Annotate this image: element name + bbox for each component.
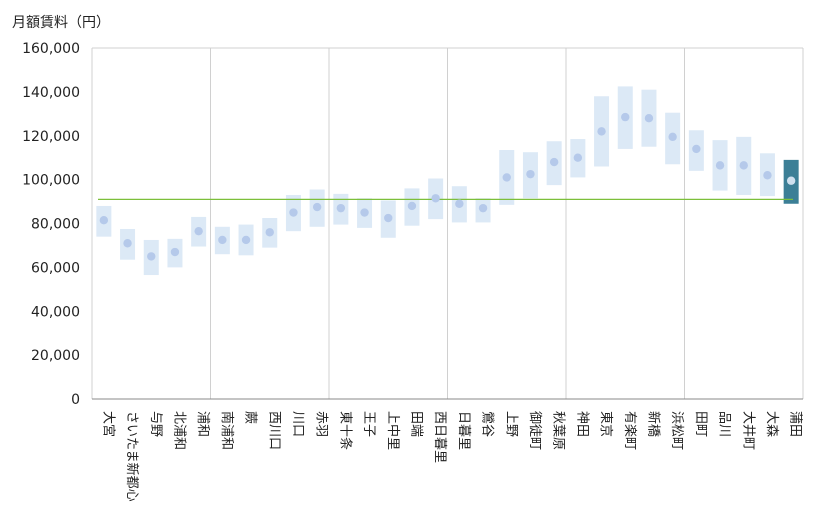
y-tick-label: 60,000	[31, 260, 80, 276]
x-category-label: 有楽町	[622, 411, 638, 450]
median-point	[597, 127, 606, 136]
median-point	[668, 132, 677, 142]
x-category-label: 上中里	[385, 411, 400, 450]
median-point	[265, 228, 274, 237]
median-point	[312, 202, 322, 212]
x-category-label: 蕨	[243, 411, 258, 424]
median-point	[621, 112, 630, 122]
median-point	[573, 153, 583, 162]
x-category-label: 大森	[764, 411, 779, 437]
x-category-label: 秋葉原	[551, 411, 566, 450]
median-point	[99, 216, 109, 225]
y-tick-label: 20,000	[31, 348, 80, 364]
y-tick-label: 100,000	[22, 173, 80, 189]
median-point	[502, 173, 511, 182]
x-category-label: 浜松町	[669, 411, 684, 450]
median-point	[147, 252, 156, 261]
median-point	[455, 199, 464, 208]
median-point	[336, 203, 346, 213]
x-category-label: 浦和	[195, 411, 210, 437]
median-point	[123, 239, 132, 248]
y-tick-label: 140,000	[22, 85, 80, 101]
x-category-label: 王子	[361, 411, 376, 437]
y-tick-label: 80,000	[31, 217, 80, 233]
x-category-label: 北浦和	[171, 411, 186, 450]
median-point	[431, 194, 440, 203]
x-category-label: 赤羽	[314, 411, 329, 437]
median-point	[763, 171, 772, 180]
median-point	[478, 203, 488, 213]
median-point	[218, 235, 227, 245]
x-category-label: 神田	[574, 411, 589, 437]
y-tick-label: 0	[71, 392, 80, 408]
median-point	[289, 208, 298, 217]
median-point	[549, 157, 559, 167]
median-point	[739, 161, 748, 170]
x-category-label: 川口	[290, 411, 305, 437]
median-point	[786, 176, 796, 185]
x-category-label: 大宮	[100, 411, 116, 437]
x-category-label: 品川	[717, 411, 732, 437]
x-category-label: 西川口	[266, 411, 281, 450]
x-category-label: 東京	[598, 411, 614, 437]
median-point	[360, 208, 369, 217]
median-point	[170, 247, 180, 257]
median-point	[526, 169, 535, 179]
median-point	[407, 201, 417, 211]
median-point	[384, 213, 393, 223]
x-category-label: 南浦和	[219, 411, 235, 450]
x-category-label: 日暮里	[456, 411, 471, 450]
median-point	[644, 114, 654, 123]
median-point	[692, 144, 701, 154]
median-point	[241, 235, 251, 245]
x-category-label: 御徒町	[527, 411, 542, 450]
y-axis-title: 月額賃料（円）	[12, 15, 110, 31]
x-category-label: 上野	[503, 411, 518, 437]
y-tick-label: 160,000	[22, 41, 80, 57]
x-category-label: 東十条	[337, 411, 353, 450]
median-point	[715, 161, 725, 170]
x-category-label: 西日暮里	[432, 411, 447, 463]
y-tick-label: 120,000	[22, 129, 80, 145]
x-category-label: 蒲田	[788, 411, 803, 437]
x-category-label: さいたま新都心	[124, 411, 140, 502]
x-category-label: 鶯谷	[480, 411, 495, 437]
x-category-label: 田端	[408, 411, 423, 437]
x-category-label: 大井町	[740, 411, 755, 450]
x-category-label: 与野	[148, 411, 163, 437]
x-category-label: 新橋	[645, 411, 661, 437]
x-category-label: 田町	[693, 411, 708, 437]
median-point	[194, 226, 203, 236]
y-tick-label: 40,000	[31, 304, 80, 320]
